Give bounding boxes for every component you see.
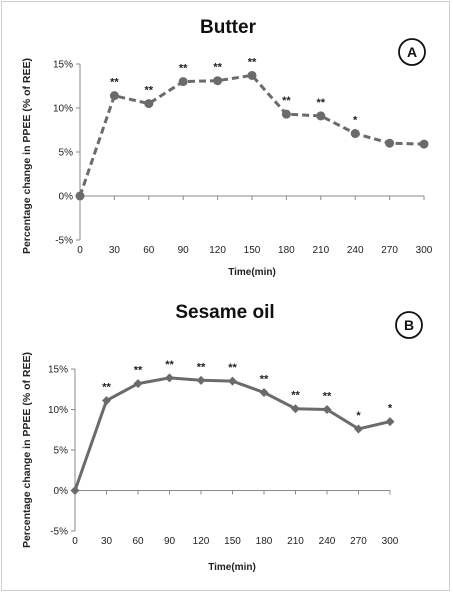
significance-label-butter: ** xyxy=(145,85,154,97)
y-tick-label-butter: 0% xyxy=(59,192,74,203)
data-point-butter xyxy=(75,191,85,201)
y-tick-label-sesame-oil: 15% xyxy=(48,365,68,376)
data-point-sesame-oil xyxy=(133,379,143,389)
x-tick-label-sesame-oil: 270 xyxy=(350,536,367,547)
y-tick-label-sesame-oil: 5% xyxy=(54,446,69,457)
x-tick-label-sesame-oil: 90 xyxy=(164,536,176,547)
data-point-sesame-oil xyxy=(385,417,395,427)
data-point-sesame-oil xyxy=(102,396,111,406)
x-tick-label-butter: 180 xyxy=(278,245,295,256)
significance-label-sesame-oil: ** xyxy=(102,382,111,394)
y-tick-label-butter: -5% xyxy=(55,236,73,247)
x-tick-label-butter: 240 xyxy=(347,245,364,256)
panel-label-a: A xyxy=(407,44,417,60)
data-point-butter xyxy=(144,99,154,109)
data-point-butter xyxy=(316,111,326,121)
x-tick-label-butter: 210 xyxy=(312,245,329,256)
data-point-butter xyxy=(419,139,429,149)
y-tick-label-butter: 10% xyxy=(53,104,73,115)
panel-label-circle-b xyxy=(395,311,423,339)
x-tick-label-butter: 300 xyxy=(416,245,433,256)
x-tick-label-sesame-oil: 180 xyxy=(256,536,273,547)
x-tick-label-butter: 120 xyxy=(209,245,226,256)
panel-label-circle-a xyxy=(398,38,426,66)
data-point-sesame-oil xyxy=(165,373,174,383)
significance-label-butter: ** xyxy=(213,62,222,74)
significance-label-butter: ** xyxy=(248,56,257,68)
significance-label-sesame-oil: * xyxy=(356,410,361,422)
chart-title-sesame-oil: Sesame oil xyxy=(175,302,274,323)
data-point-butter xyxy=(247,70,257,80)
x-tick-label-butter: 150 xyxy=(244,245,261,256)
y-tick-label-butter: 5% xyxy=(59,148,74,159)
data-point-butter xyxy=(178,77,188,87)
y-tick-label-sesame-oil: -5% xyxy=(50,527,68,538)
y-axis-label-sesame-oil: Percentage change in PPEE (% of REE) xyxy=(21,352,33,548)
data-point-sesame-oil xyxy=(259,387,269,397)
significance-label-sesame-oil: ** xyxy=(323,391,332,403)
x-tick-label-sesame-oil: 120 xyxy=(193,536,210,547)
significance-label-sesame-oil: * xyxy=(388,403,393,415)
significance-label-butter: ** xyxy=(282,95,291,107)
data-point-sesame-oil xyxy=(322,405,332,414)
chart-title-butter: Butter xyxy=(200,17,257,38)
significance-label-sesame-oil: ** xyxy=(134,365,143,377)
x-tick-label-sesame-oil: 210 xyxy=(287,536,304,547)
x-tick-label-butter: 0 xyxy=(77,245,83,256)
x-tick-label-sesame-oil: 0 xyxy=(72,536,78,547)
significance-label-butter: ** xyxy=(179,63,188,75)
significance-label-sesame-oil: ** xyxy=(260,373,269,385)
data-point-sesame-oil xyxy=(228,376,237,386)
x-tick-label-sesame-oil: 300 xyxy=(382,536,399,547)
panel-label-b: B xyxy=(404,317,414,333)
panel-butter: Butter A Percentage change in PPEE (% of… xyxy=(21,17,433,278)
x-tick-label-butter: 30 xyxy=(109,245,121,256)
panel-sesame-oil: Sesame oil B Percentage change in PPEE (… xyxy=(21,302,423,573)
x-axis-label-sesame-oil: Time(min) xyxy=(208,562,256,573)
data-point-butter xyxy=(385,138,395,148)
data-point-butter xyxy=(109,91,119,101)
x-tick-label-butter: 90 xyxy=(178,245,190,256)
y-axis-label-butter: Percentage change in PPEE (% of REE) xyxy=(21,58,33,254)
data-point-butter xyxy=(281,109,291,119)
x-tick-label-butter: 270 xyxy=(381,245,398,256)
x-tick-label-butter: 60 xyxy=(143,245,155,256)
significance-label-sesame-oil: ** xyxy=(165,359,174,371)
x-tick-label-sesame-oil: 60 xyxy=(132,536,144,547)
significance-label-butter: ** xyxy=(110,77,119,89)
y-tick-label-sesame-oil: 10% xyxy=(48,405,68,416)
significance-label-butter: * xyxy=(353,115,358,127)
x-tick-label-sesame-oil: 30 xyxy=(101,536,113,547)
y-tick-label-sesame-oil: 0% xyxy=(54,486,69,497)
data-point-sesame-oil xyxy=(354,424,363,434)
data-point-sesame-oil xyxy=(70,486,80,495)
series-line-sesame-oil xyxy=(73,376,391,491)
data-point-butter xyxy=(213,76,223,86)
x-axis-label-butter: Time(min) xyxy=(228,267,276,278)
significance-label-butter: ** xyxy=(317,97,326,109)
significance-label-sesame-oil: ** xyxy=(228,362,237,374)
x-tick-label-sesame-oil: 240 xyxy=(319,536,336,547)
significance-label-sesame-oil: ** xyxy=(197,361,206,373)
x-tick-label-sesame-oil: 150 xyxy=(224,536,241,547)
data-point-sesame-oil xyxy=(196,375,206,385)
data-point-sesame-oil xyxy=(291,404,300,414)
series-line-butter xyxy=(78,73,425,197)
y-tick-label-butter: 15% xyxy=(53,60,73,71)
data-point-butter xyxy=(350,129,360,139)
significance-label-sesame-oil: ** xyxy=(291,390,300,402)
